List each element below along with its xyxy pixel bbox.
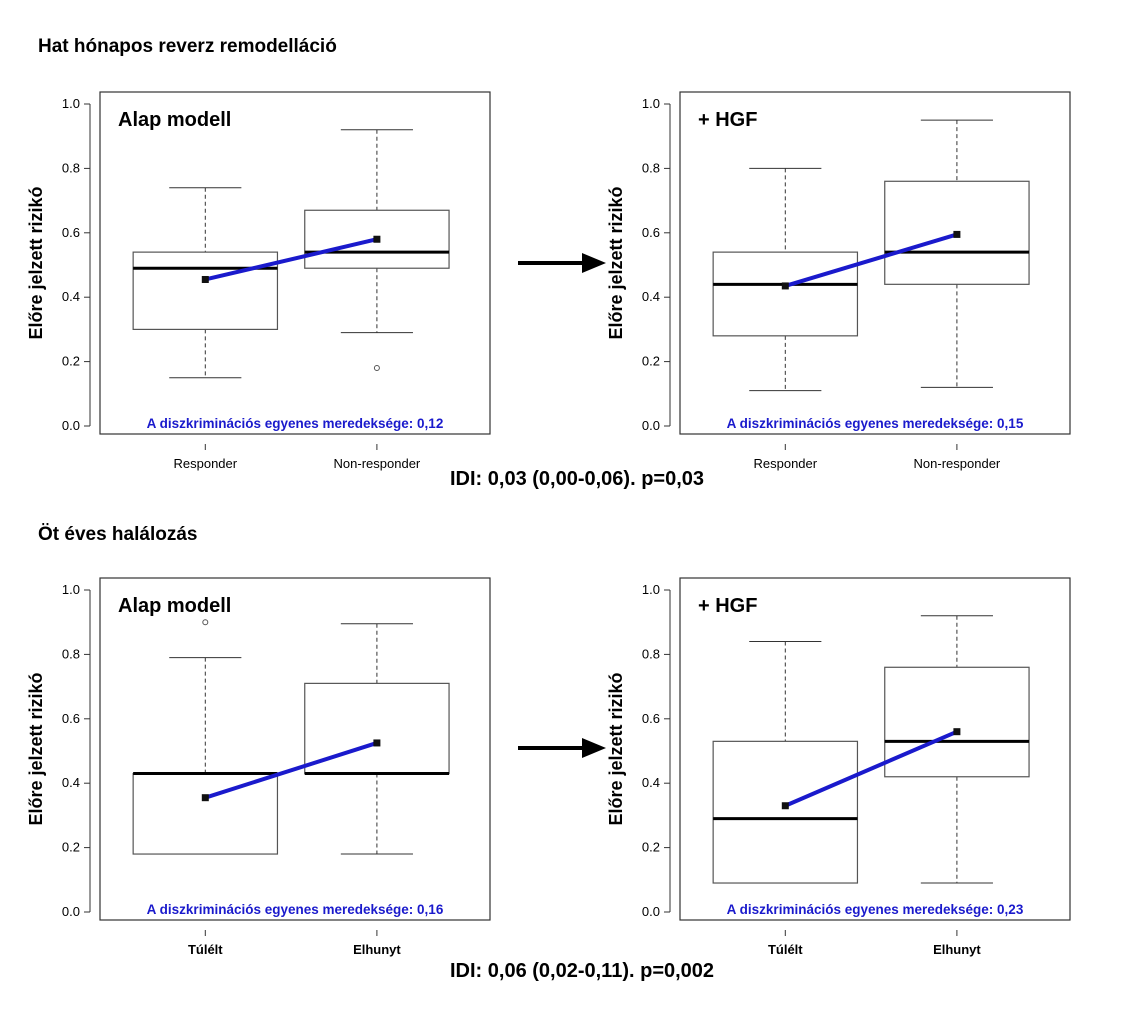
- y-tick-label: 0.6: [642, 225, 660, 240]
- mean-marker: [953, 728, 961, 736]
- x-tick-label: Elhunyt: [353, 942, 401, 957]
- plot-frame: [679, 91, 1071, 435]
- plot-frame: [679, 577, 1071, 921]
- plot-frame: [99, 577, 491, 921]
- boxplot-hgf-model-remodeling: 0.0 0.2 0.4 0.6 0.8 1.0 Előre jelzett rizikó Re…: [606, 91, 1071, 471]
- y-tick-label: 1.0: [642, 582, 660, 597]
- iqr-box: [712, 251, 859, 337]
- y-tick-label: 0.2: [62, 840, 80, 855]
- x-tick-label: Elhunyt: [933, 942, 981, 957]
- arrow-right-icon-shape: [518, 253, 606, 273]
- discrimination-slope-line: [783, 729, 959, 808]
- section-title-mortality: Öt éves halálozás: [38, 524, 198, 545]
- discrimination-slope-line: [203, 237, 379, 282]
- y-tick-label: 1.0: [642, 96, 660, 111]
- mean-marker: [201, 794, 209, 802]
- outlier-point: [202, 619, 209, 626]
- arrow-right-icon: [518, 735, 608, 766]
- iqr-box: [884, 666, 1030, 778]
- x-tick-label: Túlélt: [188, 942, 223, 957]
- y-tick-label: 1.0: [62, 582, 80, 597]
- panel-label: + HGF: [698, 595, 757, 617]
- mean-marker: [781, 282, 789, 290]
- plot-frame: [99, 91, 491, 435]
- y-axis-label: Előre jelzett rizikó: [26, 672, 46, 825]
- y-tick-label: 0.4: [642, 775, 660, 790]
- panel-label: Alap modell: [118, 109, 231, 131]
- y-tick-label: 0.4: [62, 289, 80, 304]
- slope-annotation: A diszkriminációs egyenes meredeksége: 0…: [727, 902, 1024, 917]
- mean-marker: [781, 802, 789, 810]
- y-tick-label: 0.8: [642, 646, 660, 661]
- slope-annotation: A diszkriminációs egyenes meredeksége: 0…: [147, 416, 444, 431]
- y-tick-label: 0.6: [62, 711, 80, 726]
- x-tick-label: Túlélt: [768, 942, 803, 957]
- y-tick-label: 0.0: [62, 418, 80, 433]
- mean-marker: [373, 235, 381, 243]
- y-tick-label: 0.0: [642, 904, 660, 919]
- panel-label: Alap modell: [118, 595, 231, 617]
- y-tick-label: 0.4: [62, 775, 80, 790]
- panel-label: + HGF: [698, 109, 757, 131]
- x-tick-label: Responder: [173, 456, 237, 471]
- y-tick-label: 0.4: [642, 289, 660, 304]
- iqr-box: [132, 772, 279, 855]
- mean-marker: [953, 230, 961, 238]
- slope-annotation: A diszkriminációs egyenes meredeksége: 0…: [727, 416, 1024, 431]
- outlier-point: [373, 365, 380, 372]
- mean-marker: [373, 739, 381, 747]
- y-tick-label: 0.2: [642, 354, 660, 369]
- x-tick-label: Non-responder: [914, 456, 1001, 471]
- iqr-box: [132, 251, 279, 330]
- y-tick-label: 0.6: [642, 711, 660, 726]
- y-axis-label: Előre jelzett rizikó: [606, 672, 626, 825]
- y-axis-label: Előre jelzett rizikó: [26, 186, 46, 339]
- boxplot-hgf-model-mortality: 0.0 0.2 0.4 0.6 0.8 1.0 Előre jelzett rizikó Tú…: [606, 577, 1071, 957]
- y-tick-label: 0.2: [642, 840, 660, 855]
- arrow-right-icon-shape: [518, 738, 606, 758]
- y-tick-label: 0.8: [62, 646, 80, 661]
- iqr-box: [712, 740, 859, 884]
- y-tick-label: 0.0: [642, 418, 660, 433]
- discrimination-slope-line: [203, 740, 379, 800]
- x-tick-label: Non-responder: [334, 456, 421, 471]
- idi-result-mortality: IDI: 0,06 (0,02-0,11). p=0,002: [450, 960, 715, 982]
- y-tick-label: 0.6: [62, 225, 80, 240]
- y-axis-label: Előre jelzett rizikó: [606, 186, 626, 339]
- y-tick-label: 0.8: [62, 160, 80, 175]
- boxplot-base-model-remodeling: 0.0 0.2 0.4 0.6 0.8 1.0 Előre jelzett rizikó Re…: [26, 91, 491, 471]
- section-title-remodeling: Hat hónapos reverz remodelláció: [38, 36, 337, 57]
- y-tick-label: 0.0: [62, 904, 80, 919]
- slope-annotation: A diszkriminációs egyenes meredeksége: 0…: [147, 902, 444, 917]
- discrimination-slope-line: [783, 232, 959, 288]
- boxplot-base-model-mortality: 0.0 0.2 0.4 0.6 0.8 1.0 Előre jelzett rizikó Tú…: [26, 577, 491, 957]
- y-tick-label: 0.2: [62, 354, 80, 369]
- x-tick-label: Responder: [753, 456, 817, 471]
- mean-marker: [201, 275, 209, 283]
- y-tick-label: 1.0: [62, 96, 80, 111]
- y-tick-label: 0.8: [642, 160, 660, 175]
- idi-result-remodeling: IDI: 0,03 (0,00-0,06). p=0,03: [450, 468, 705, 490]
- arrow-right-icon: [518, 250, 608, 281]
